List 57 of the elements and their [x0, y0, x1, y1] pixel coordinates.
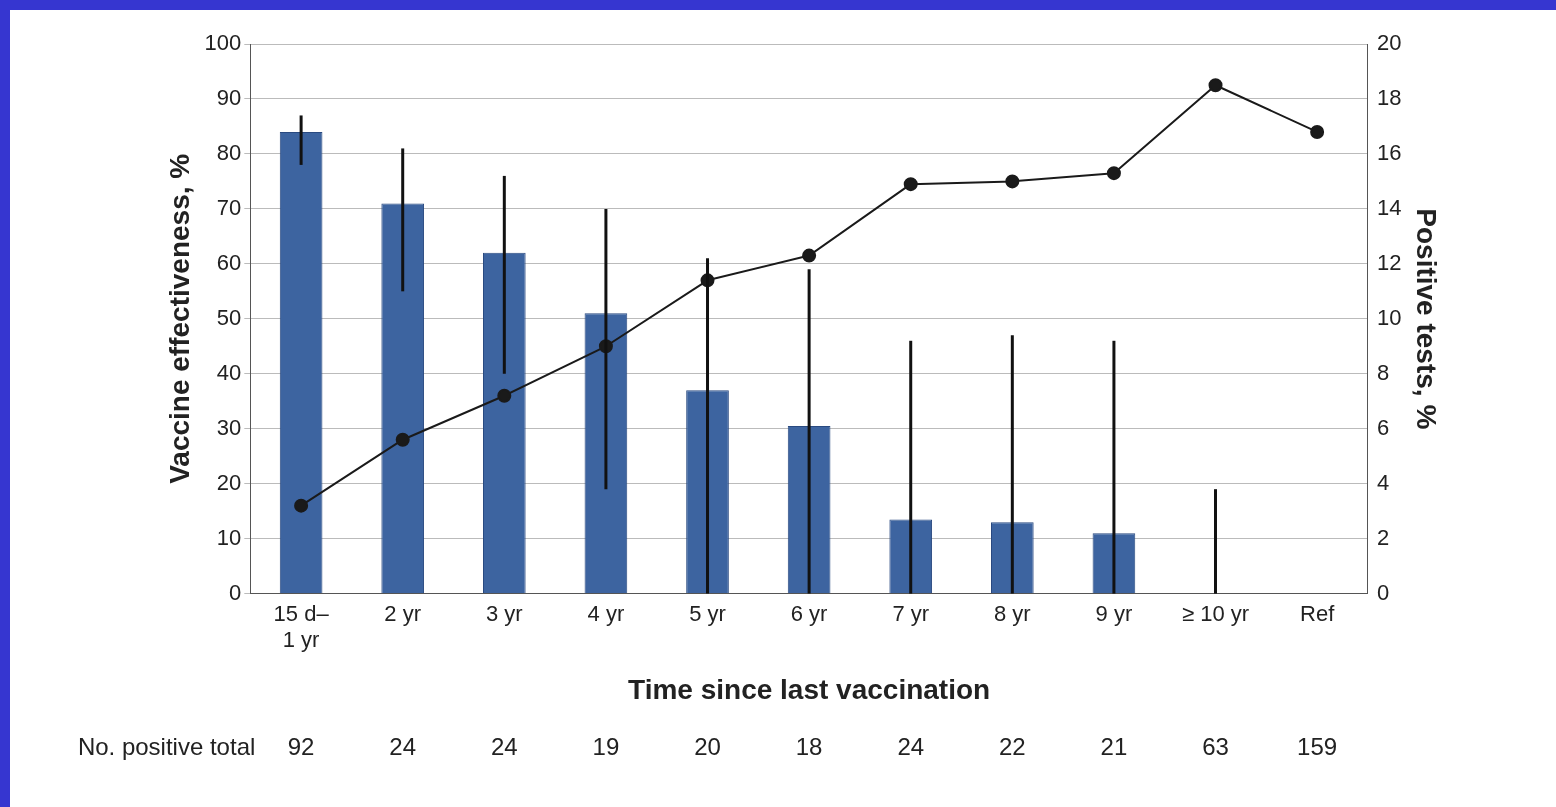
- point: [1106, 166, 1121, 181]
- x-tick-label: 15 d– 1 yr: [273, 600, 330, 653]
- point: [395, 432, 410, 447]
- text: 63: [1202, 733, 1229, 761]
- y2-tick-label: 2: [1376, 524, 1390, 550]
- x-tick-label: 6 yr: [790, 600, 828, 626]
- y2-tick-label: 20: [1376, 30, 1402, 56]
- y-tick-label: 0: [229, 579, 242, 605]
- y2-tick-label: 12: [1376, 249, 1402, 275]
- y-axis-title: Vaccine effectiveness, %: [163, 153, 195, 484]
- y2-tick-label: 6: [1376, 414, 1390, 440]
- y-tick-label: 100: [204, 30, 242, 56]
- text: 92: [287, 733, 315, 761]
- text: 21: [1100, 733, 1128, 761]
- x-axis-title: Time since last vaccination: [628, 673, 991, 705]
- y-tick-label: 10: [216, 524, 242, 550]
- x-tick-label: 5 yr: [689, 600, 726, 626]
- point: [1208, 78, 1223, 93]
- text: 19: [592, 733, 620, 761]
- y2-tick-label: 4: [1376, 469, 1390, 495]
- y-tick-label: 60: [216, 249, 242, 275]
- point: [903, 177, 918, 192]
- text: 18: [795, 733, 823, 761]
- x-tick-label: 7 yr: [892, 600, 930, 626]
- text: No. positive total: [77, 733, 256, 761]
- y2-tick-label: 10: [1376, 304, 1402, 330]
- x-tick-label: 3 yr: [485, 600, 523, 626]
- point: [294, 498, 309, 513]
- point: [1310, 124, 1325, 139]
- x-tick-label: 4 yr: [587, 600, 625, 626]
- y-tick-label: 80: [216, 139, 242, 165]
- y-tick-label: 50: [216, 304, 242, 330]
- y2-tick-label: 18: [1376, 85, 1402, 111]
- y-tick-label: 30: [216, 414, 242, 440]
- text: 20: [694, 733, 721, 761]
- y2-tick-label: 0: [1376, 579, 1390, 605]
- text: 24: [897, 733, 925, 761]
- point: [1005, 174, 1020, 189]
- y-tick-label: 90: [216, 85, 242, 111]
- y2-tick-label: 14: [1376, 194, 1402, 220]
- x-tick-label: 9 yr: [1095, 600, 1133, 626]
- x-tick-label: 8 yr: [993, 600, 1031, 626]
- point: [497, 388, 512, 403]
- x-tick-label: ≥ 10 yr: [1181, 600, 1250, 626]
- text: 24: [389, 733, 417, 761]
- point: [802, 248, 817, 263]
- y2-tick-label: 16: [1376, 139, 1402, 165]
- y-tick-label: 70: [216, 194, 242, 220]
- y-tick-label: 20: [216, 469, 242, 495]
- text: 24: [490, 733, 518, 761]
- y2-axis-title: Positive tests, %: [1411, 208, 1443, 430]
- x-tick-label: 2 yr: [384, 600, 422, 626]
- text: 159: [1297, 733, 1338, 761]
- y-tick-label: 40: [216, 359, 242, 385]
- y2-tick-label: 8: [1376, 359, 1390, 385]
- x-tick-label: Ref: [1300, 600, 1336, 626]
- text: 22: [998, 733, 1026, 761]
